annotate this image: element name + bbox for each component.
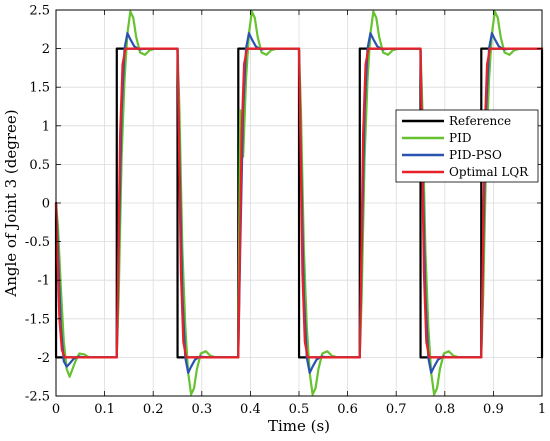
x-tick-label: 0 (52, 402, 60, 417)
y-axis-label: Angle of Joint 3 (degree) (2, 109, 20, 297)
y-tick-label: 2.5 (29, 4, 50, 19)
y-tick-label: -2.5 (25, 390, 50, 405)
y-tick-label: -2 (37, 351, 50, 366)
y-tick-label: -1 (37, 274, 50, 289)
y-tick-label: 1.5 (29, 81, 50, 96)
x-tick-label: 0.4 (240, 402, 261, 417)
legend-label-pid: PID (449, 131, 471, 145)
x-tick-label: 0.8 (434, 402, 455, 417)
series-layer (54, 10, 544, 396)
y-tick-label: 2 (42, 42, 50, 57)
legend-label-reference: Reference (449, 114, 511, 128)
y-tick-label: 0 (42, 197, 50, 212)
y-tick-label: 1 (42, 119, 50, 134)
x-tick-label: 0.9 (483, 402, 504, 417)
series-line-optimal-lqr (54, 47, 544, 359)
x-axis-label: Time (s) (268, 417, 330, 435)
x-tick-label: 0.1 (94, 402, 115, 417)
x-tick-label: 0.3 (191, 402, 212, 417)
y-tick-label: 0.5 (29, 158, 50, 173)
x-tick-label: 0.6 (337, 402, 358, 417)
y-tick-label: -0.5 (25, 235, 50, 250)
legend-label-pid-pso: PID-PSO (449, 148, 502, 162)
x-tick-label: 0.5 (289, 402, 310, 417)
x-tick-label: 1 (538, 402, 546, 417)
x-tick-label: 0.2 (143, 402, 164, 417)
legend-label-optimal-lqr: Optimal LQR (449, 165, 529, 179)
y-tick-label: -1.5 (25, 312, 50, 327)
ticks: 0 0.1 0.2 0.3 0.4 0.5 0.6 0.7 0.8 0.9 1 -2.5 -2 -1.5 -… (25, 4, 546, 418)
x-tick-label: 0.7 (386, 402, 407, 417)
legend: Reference PID PID-PSO Optimal LQR (395, 109, 539, 183)
